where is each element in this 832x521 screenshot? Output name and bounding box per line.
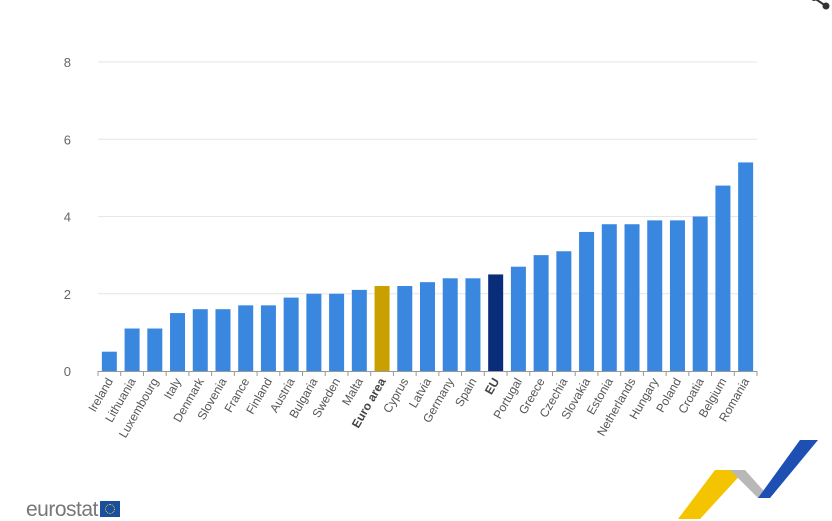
bar-austria[interactable]	[283, 297, 299, 371]
y-tick-label: 2	[64, 287, 71, 302]
bar-romania[interactable]	[738, 162, 754, 371]
bar-cyprus[interactable]	[397, 286, 413, 371]
bar-france[interactable]	[238, 305, 254, 371]
bar-malta[interactable]	[351, 289, 367, 371]
bar-eu[interactable]	[488, 274, 504, 371]
bar-poland[interactable]	[669, 220, 685, 371]
bar-netherlands[interactable]	[624, 224, 640, 371]
bar-denmark[interactable]	[192, 309, 208, 371]
eu-flag-icon	[99, 501, 120, 517]
bar-lithuania[interactable]	[124, 328, 140, 371]
x-tick-label: EU	[482, 376, 502, 397]
bar-euro-area[interactable]	[374, 286, 390, 371]
bar-italy[interactable]	[170, 313, 186, 371]
bar-czechia[interactable]	[556, 251, 572, 371]
x-tick-label: Italy	[161, 376, 184, 402]
share-icon[interactable]	[810, 0, 832, 21]
logo-text: eurostat	[26, 498, 98, 521]
bar-ireland[interactable]	[101, 351, 117, 371]
bar-portugal[interactable]	[510, 266, 526, 371]
decorative-ribbon-logo	[678, 440, 818, 519]
bar-spain[interactable]	[465, 278, 481, 371]
x-tick-label: Spain	[452, 376, 479, 410]
bar-hungary[interactable]	[647, 220, 663, 371]
bar-finland[interactable]	[260, 305, 276, 371]
y-tick-label: 0	[64, 364, 71, 379]
y-tick-label: 4	[64, 210, 71, 225]
bar-bulgaria[interactable]	[306, 293, 322, 371]
bar-slovenia[interactable]	[215, 309, 231, 371]
bar-latvia[interactable]	[420, 282, 435, 371]
bar-germany[interactable]	[442, 278, 458, 371]
bar-luxembourg[interactable]	[147, 328, 163, 371]
bar-sweden[interactable]	[329, 293, 345, 371]
eurostat-logo: eurostat	[26, 498, 120, 521]
bar-greece[interactable]	[533, 255, 549, 371]
y-tick-label: 6	[64, 132, 71, 147]
bar-croatia[interactable]	[692, 216, 708, 372]
bar-belgium[interactable]	[715, 185, 731, 371]
bar-estonia[interactable]	[601, 224, 617, 371]
bar-slovakia[interactable]	[579, 231, 595, 371]
y-tick-label: 8	[64, 55, 71, 70]
